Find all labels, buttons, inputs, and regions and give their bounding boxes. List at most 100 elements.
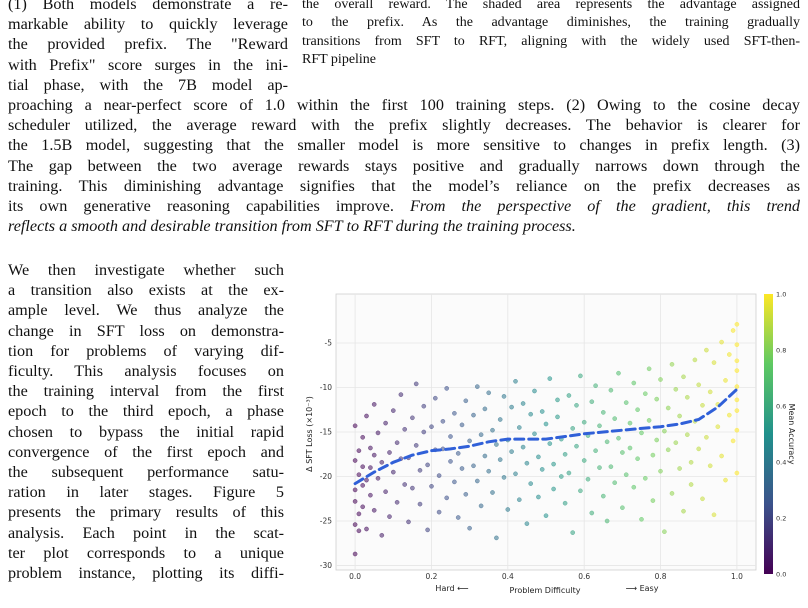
left-column-top-text: (1) Both models demonstrate a re- markab…	[8, 0, 288, 95]
scatter-point	[394, 499, 400, 505]
scatter-point	[364, 526, 369, 532]
scatter-point	[627, 420, 633, 426]
text-line: problem instance, plotting its diffi-	[8, 564, 284, 583]
scatter-point	[444, 495, 449, 501]
paragraph-line: its own generative reasoning capabilitie…	[8, 196, 800, 216]
left-column-bottom-text: We then investigate whether such a trans…	[8, 260, 284, 583]
y-tick-labels: -5 -10 -15 -20 -25 -30	[320, 338, 332, 570]
scatter-point	[455, 515, 461, 520]
scatter-point	[524, 460, 530, 466]
text-line: the subsequent performance satu-	[8, 463, 284, 482]
paragraph-line: training. This diminishing advantage sig…	[8, 176, 800, 195]
scatter-point	[490, 490, 495, 495]
x-tick-label: 0.2	[425, 572, 437, 581]
text-line: the training interval from the first	[8, 382, 284, 401]
scatter-point	[360, 434, 366, 440]
scatter-point	[658, 377, 663, 382]
scatter-point	[574, 443, 579, 449]
caption-line: transitions from SFT to RFT, aligning wi…	[302, 33, 800, 49]
scatter-point	[490, 427, 495, 433]
scatter-point	[471, 412, 476, 418]
scatter-point	[723, 477, 728, 483]
scatter-point	[551, 461, 556, 467]
scatter-point	[539, 409, 545, 414]
scatter-point	[684, 395, 690, 400]
text-line: tial phase, with the 7B model ap-	[8, 75, 288, 94]
paragraph-final-italic-line: reflects a smooth and desirable transiti…	[8, 217, 576, 236]
body-paragraph: proaching a near-perfect score of 1.0 wi…	[8, 95, 800, 236]
scatter-point	[635, 407, 640, 412]
scatter-point	[681, 374, 686, 380]
scatter-point	[566, 470, 572, 476]
scatter-point	[375, 430, 381, 436]
scatter-point	[581, 458, 587, 463]
scatter-point	[410, 415, 415, 421]
scatter-point	[494, 535, 499, 541]
scatter-point	[459, 422, 465, 428]
text-line: epoch to the third epoch, a phase	[8, 402, 284, 421]
scatter-point	[734, 427, 740, 433]
scatter-point	[711, 360, 717, 365]
scatter-point	[623, 400, 629, 405]
scatter-point	[677, 413, 682, 419]
scatter-point	[494, 442, 499, 447]
scatter-point	[646, 418, 652, 423]
text-line: We then investigate whether such	[8, 261, 284, 279]
paragraph-line: proaching a near-perfect score of 1.0 wi…	[8, 96, 800, 114]
scatter-point	[352, 487, 358, 493]
scatter-point	[734, 368, 740, 373]
x-axis-label-hard: Hard ⟵	[435, 584, 469, 593]
scatter-point	[532, 388, 537, 394]
scatter-point	[642, 391, 648, 396]
scatter-point	[726, 352, 732, 357]
scatter-point	[700, 496, 705, 502]
scatter-points	[352, 322, 740, 557]
x-tick-label: 0.0	[349, 572, 361, 581]
scatter-point	[360, 504, 366, 510]
scatter-point	[383, 489, 388, 494]
scatter-point	[627, 445, 633, 451]
scatter-point	[734, 358, 740, 364]
scatter-point	[352, 551, 358, 557]
scatter-point	[383, 420, 388, 426]
paragraph-line: the 1.5B model, suggesting that the smal…	[8, 136, 800, 155]
scatter-point	[452, 479, 457, 485]
scatter-point	[352, 458, 358, 463]
scatter-point	[432, 395, 438, 401]
scatter-point	[429, 424, 434, 429]
scatter-point	[543, 513, 549, 518]
scatter-point	[688, 482, 694, 487]
scatter-point	[711, 512, 717, 518]
x-tick-label: 0.8	[655, 572, 667, 581]
scatter-point	[543, 421, 549, 427]
scatter-point	[471, 463, 476, 469]
scatter-point	[604, 439, 610, 445]
scatter-point	[478, 432, 484, 437]
scatter-point	[501, 394, 507, 399]
scatter-point	[650, 498, 656, 503]
scatter-point	[589, 399, 595, 404]
scatter-point	[669, 491, 675, 496]
colorbar-tick-label: 0.6	[776, 403, 786, 411]
x-axis-label-easy: ⟶ Easy	[626, 584, 659, 593]
scatter-point	[658, 468, 663, 474]
scatter-point	[528, 481, 533, 486]
scatter-point	[364, 477, 369, 483]
text-line: convergence of the first epoch and	[8, 442, 284, 461]
y-tick-label: -25	[320, 517, 332, 526]
scatter-point	[352, 522, 358, 527]
scatter-point	[578, 488, 583, 494]
text-line: (1) Both models demonstrate a re-	[8, 0, 288, 13]
scatter-point	[555, 414, 560, 420]
text-line: ter plot corresponds to a unique	[8, 543, 284, 562]
scatter-point	[726, 412, 732, 418]
text-line: with Prefix" score surges in the ini-	[8, 55, 288, 74]
x-tick-label: 0.6	[578, 572, 590, 581]
scatter-point	[593, 383, 598, 388]
colorbar-tick-label: 0.4	[776, 459, 786, 467]
scatter-point	[444, 386, 449, 391]
colorbar-label: Mean Accuracy	[787, 404, 796, 465]
y-axis-label: Δ SFT Loss (×10⁻³)	[305, 396, 314, 472]
caption-line: RFT pipeline	[302, 51, 377, 67]
scatter-point	[368, 465, 373, 470]
